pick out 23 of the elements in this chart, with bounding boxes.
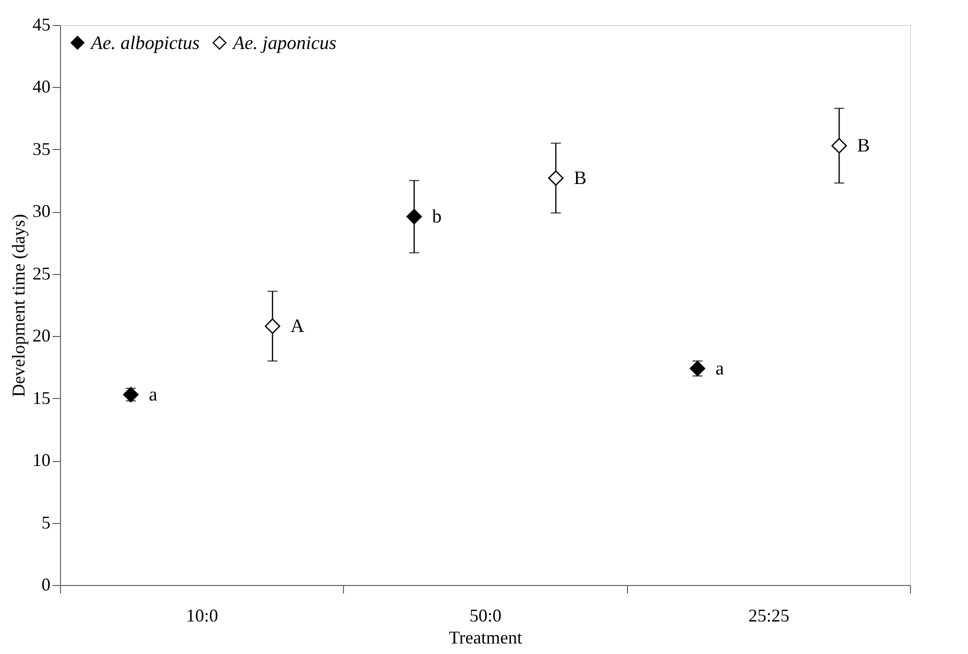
y-tick-label: 10 [32, 450, 50, 470]
y-tick-label: 30 [32, 201, 50, 222]
annotation: B [857, 136, 870, 157]
annotation: a [148, 384, 158, 406]
x-tick-label: 10:0 [186, 606, 218, 626]
x-tick-label: 50:0 [469, 606, 502, 626]
y-tick-label: 5 [42, 512, 50, 532]
y-tick-label: 45 [32, 14, 50, 34]
y-tick-label: 15 [32, 388, 50, 408]
annotation: a [716, 358, 724, 380]
y-tick-label: 20 [32, 326, 50, 346]
x-axis-title: Treatment [448, 628, 522, 648]
y-tick-label: 25 [32, 263, 50, 284]
legend-label: Ae. albopictus [89, 32, 200, 54]
annotation: A [290, 316, 304, 338]
annotation: B [574, 168, 587, 190]
legend-label: Ae. japonicus [231, 32, 336, 54]
y-tick-label: 0 [42, 574, 50, 594]
y-tick-label: 40 [32, 76, 50, 97]
y-tick-label: 35 [32, 138, 50, 159]
annotation: b [432, 206, 442, 228]
y-axis-title: Development time (days) [8, 214, 28, 397]
x-tick-label: 25:25 [748, 606, 790, 626]
